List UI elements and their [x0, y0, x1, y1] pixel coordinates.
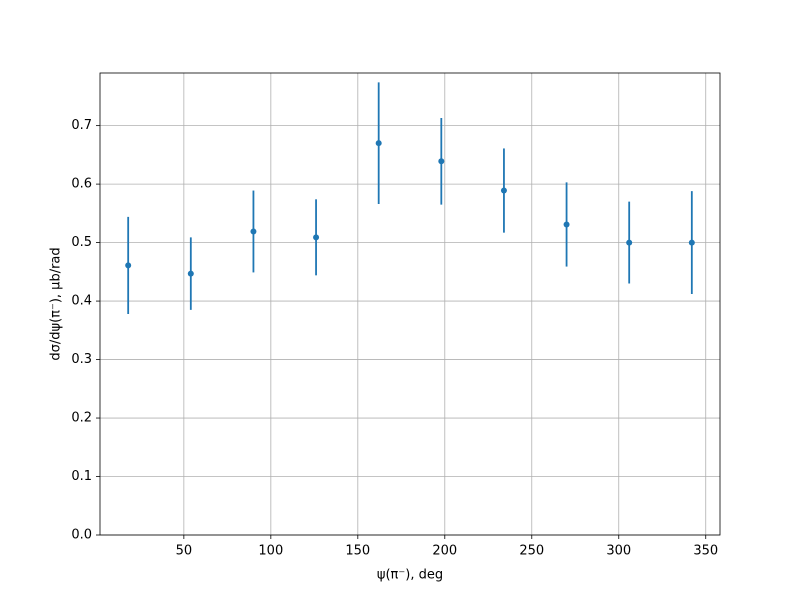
data-point	[250, 228, 257, 235]
data-point	[375, 140, 382, 147]
data-point	[187, 270, 194, 277]
data-point	[500, 187, 507, 194]
data-point	[438, 158, 445, 165]
data-point	[626, 239, 633, 246]
x-tick-label: 250	[519, 544, 544, 559]
axes-frame	[99, 72, 721, 536]
y-tick-label: 0.7	[71, 118, 92, 133]
x-tick-label: 200	[432, 544, 457, 559]
data-point	[563, 221, 570, 228]
y-tick-label: 0.4	[71, 294, 92, 309]
y-tick-label: 0.6	[71, 177, 92, 192]
data-point	[688, 239, 695, 246]
x-tick-label: 50	[176, 544, 193, 559]
y-tick-label: 0.0	[71, 528, 92, 543]
data-point	[125, 262, 132, 269]
x-axis-label: ψ(π⁻), deg	[377, 568, 443, 583]
x-tick-label: 100	[258, 544, 283, 559]
x-tick-label: 350	[693, 544, 718, 559]
x-tick-label: 150	[345, 544, 370, 559]
y-tick-label: 0.5	[71, 235, 92, 250]
y-axis-label: dσ/dψ(π⁻), μb/rad	[49, 247, 64, 360]
y-tick-label: 0.2	[71, 411, 92, 426]
data-point	[313, 234, 320, 241]
x-tick-label: 300	[606, 544, 631, 559]
y-tick-label: 0.1	[71, 469, 92, 484]
plot-area: 0.0 0.1 0.2 0.3 0.4 0.5 0.6 0.7 50 100 150 200 250 30…	[71, 73, 720, 559]
y-tick-label: 0.3	[71, 352, 92, 367]
